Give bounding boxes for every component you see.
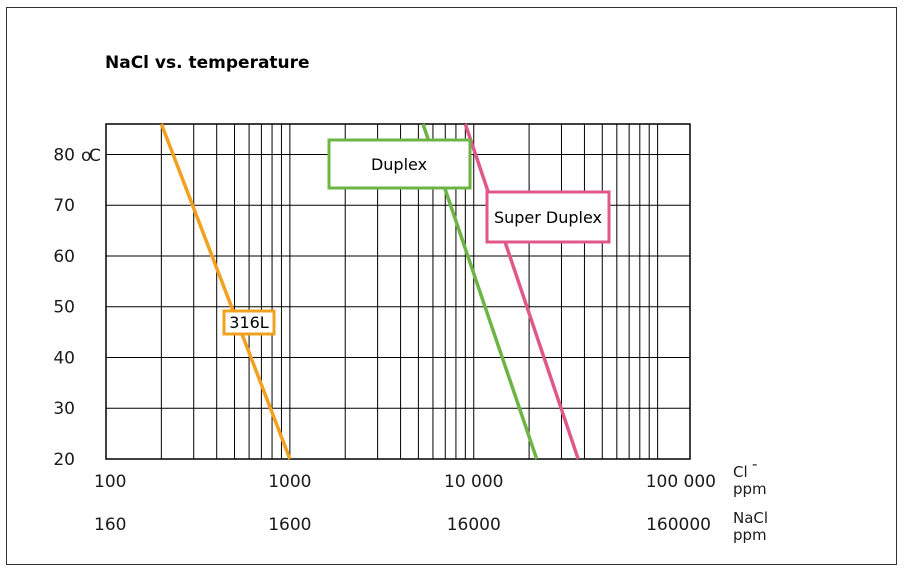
legend-box-duplex: Duplex [327,138,472,190]
x-unit-cl-ppm: ppm [733,480,767,498]
legend-box-316l: 316L [222,309,276,336]
x-tick-label-nacl: 160 [94,515,126,535]
legend-box-super-duplex: Super Duplex [485,190,611,244]
x-tick-label-cl: 1000 [268,472,311,492]
x-unit-cl-superscript: - [752,455,757,473]
x-unit-nacl-symbol: NaCl [733,509,768,527]
x-unit-nacl-ppm: ppm [733,526,767,544]
y-tick-label: 80 [53,145,75,165]
chart-frame [6,7,897,565]
x-tick-label-nacl: 1600 [268,515,311,535]
x-unit-cl-symbol: Cl [733,463,748,481]
plot-area-border [105,123,691,460]
x-tick-label-cl: 100 [94,472,126,492]
x-tick-label-cl: 10 000 [444,472,503,492]
x-axis-nacl-tick-labels: 160 1600 16000 160000 [94,515,711,535]
x-axis-cl-tick-labels: 100 1000 10 000 100 000 [94,472,716,492]
series-label-super-duplex: Super Duplex [494,208,602,227]
x-tick-label-nacl: 16000 [447,515,501,535]
y-unit-letter: C [89,146,101,166]
y-tick-label: 30 [53,399,75,419]
y-tick-label: 70 [53,196,75,216]
y-tick-label: 60 [53,247,75,267]
y-unit-degree: o [81,146,91,166]
x-tick-label-nacl: 160000 [646,515,711,535]
y-tick-label: 20 [53,450,75,470]
series-line-316l [159,123,292,460]
y-axis-tick-labels: 80 70 60 50 40 30 20 [53,145,75,470]
chart-title: NaCl vs. temperature [105,53,310,73]
series-label-316l: 316L [229,313,269,332]
series-line-super-duplex [463,123,580,460]
y-tick-label: 40 [53,348,75,368]
y-tick-label: 50 [53,298,75,318]
series-label-duplex: Duplex [371,155,427,174]
x-tick-label-cl: 100 000 [646,472,716,492]
